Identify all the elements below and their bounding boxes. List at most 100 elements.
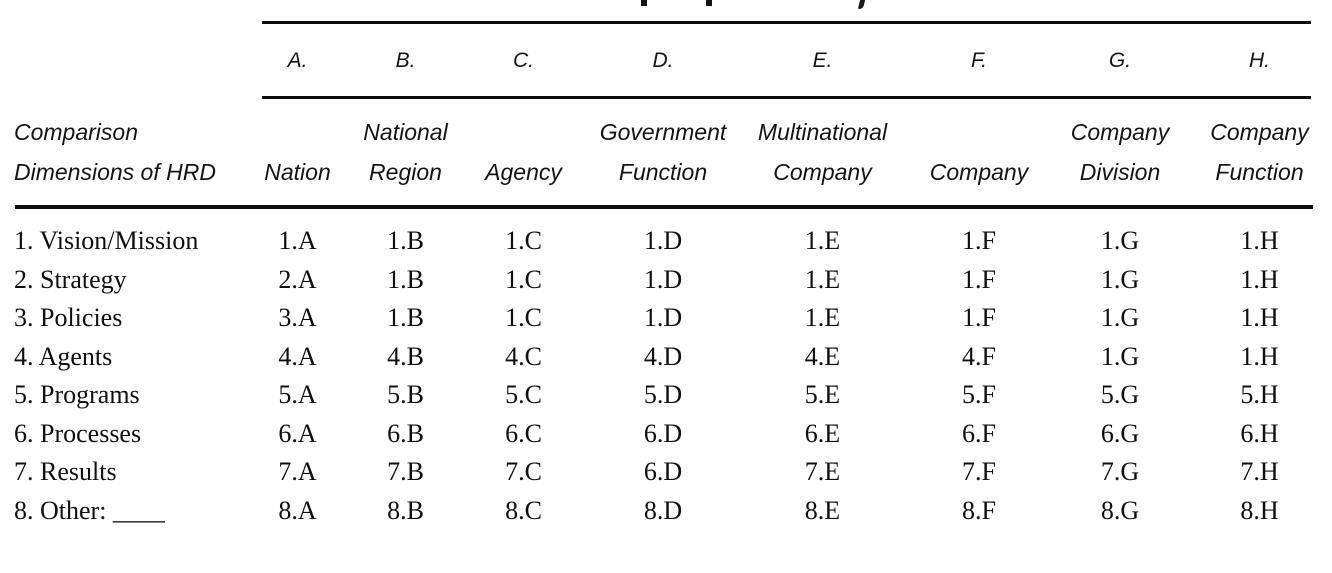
table-cell: 7.B (387, 457, 424, 487)
row-label-vision-mission: 1. Vision/Mission (14, 226, 199, 256)
column-letter-c: C. (513, 49, 534, 72)
table-cell: 5.F (962, 380, 996, 410)
column-header-company: Company (905, 108, 1053, 192)
row-label-other: 8. Other: ____ (14, 495, 165, 525)
table-cell: 1.G (1100, 341, 1140, 371)
row-label-strategy: 2. Strategy (14, 264, 127, 294)
header-line: Nation (264, 159, 331, 185)
table-cell: 4.D (643, 341, 683, 371)
table-cell: 1.A (278, 226, 317, 256)
table-cell: 7.A (278, 457, 317, 487)
column-letter-e: E. (812, 49, 833, 72)
table-cell: 4.E (804, 341, 841, 371)
table-cell: 1.F (962, 303, 996, 333)
table-cell: 1.B (387, 226, 424, 256)
table-cell: 6.E (804, 418, 841, 448)
row-label-policies: 3. Policies (14, 303, 123, 333)
table-cell: 7.G (1100, 457, 1140, 487)
header-line: Agency (485, 159, 562, 185)
column-header-national-region: National Region (350, 108, 461, 192)
table-body: 1. Vision/Mission 1.A 1.B 1.C 1.D 1.E 1.… (0, 222, 1332, 530)
table-cell: 5.A (278, 380, 317, 410)
row-dimension-title: Comparison Dimensions of HRD (0, 108, 245, 192)
table-cell: 6.G (1100, 418, 1140, 448)
row-label-programs: 5. Programs (14, 380, 140, 410)
table-cell: 1.H (1240, 341, 1279, 371)
header-line: National (363, 119, 448, 145)
table-cell: 5.B (387, 380, 424, 410)
column-header-government-function: Government Function (586, 108, 740, 192)
table-cell: 8.C (505, 495, 542, 525)
corner-spacer (0, 44, 245, 78)
table-cell: 1.H (1240, 303, 1279, 333)
table-cell: 5.D (643, 380, 683, 410)
column-letter-b: B. (395, 49, 416, 72)
column-letter-h: H. (1249, 49, 1270, 72)
header-line: Company (773, 159, 872, 185)
table-cell: 1.D (643, 264, 683, 294)
table-cell: 6.H (1240, 418, 1279, 448)
table-cell: 1.G (1100, 303, 1140, 333)
table-cell: 4.B (387, 341, 424, 371)
column-letter-f: F. (971, 49, 987, 72)
table-cell: 7.F (962, 457, 996, 487)
table-cell: 3.A (278, 303, 317, 333)
table-cell: 1.E (804, 226, 841, 256)
table-rule-middle (262, 96, 1311, 99)
column-letters-row: A. B. C. D. E. F. G. H. (0, 44, 1332, 78)
table-cell: 2.A (278, 264, 317, 294)
row-label-agents: 4. Agents (14, 341, 113, 371)
table-cell: 1.D (643, 303, 683, 333)
header-line: Company (1070, 119, 1170, 145)
table-cell: 1.C (505, 264, 542, 294)
table-cell: 6.D (643, 418, 683, 448)
table-cell: 8.E (804, 495, 841, 525)
table-cell: 1.H (1240, 264, 1279, 294)
table-cell: 5.C (505, 380, 542, 410)
table-rule-top (262, 21, 1311, 24)
header-line: Function (618, 159, 708, 185)
column-header-multinational-company: Multinational Company (740, 108, 905, 192)
table-cell: 8.B (387, 495, 424, 525)
table-cell: 8.F (962, 495, 996, 525)
header-line: Region (369, 159, 442, 185)
table-cell: 5.H (1240, 380, 1279, 410)
table-cell: 4.A (278, 341, 317, 371)
table-cell: 7.H (1240, 457, 1279, 487)
table-cell: 7.C (505, 457, 542, 487)
table-cell: 4.F (962, 341, 996, 371)
row-dimension-title-line1: Comparison (14, 119, 138, 145)
table-cell: 4.C (505, 341, 542, 371)
column-letter-d: D. (652, 49, 674, 72)
row-label-results: 7. Results (14, 457, 117, 487)
header-line: Multinational (757, 119, 888, 145)
table-cell: 5.G (1100, 380, 1140, 410)
table-cell: 1.D (643, 226, 683, 256)
table-rule-header (15, 205, 1313, 209)
table-cell: 1.F (962, 226, 996, 256)
row-label-processes: 6. Processes (14, 418, 142, 448)
table-cell: 1.G (1100, 264, 1140, 294)
column-header-company-division: Company Division (1053, 108, 1187, 192)
table-cell: 1.C (505, 226, 542, 256)
header-line: Company (1210, 119, 1309, 145)
table-cell: 8.A (278, 495, 317, 525)
cropped-caption-fragment (706, 0, 712, 6)
table-cell: 1.E (804, 303, 841, 333)
table-cell: 6.C (505, 418, 542, 448)
table-cell: 5.E (804, 380, 841, 410)
header-line: Division (1079, 159, 1161, 185)
column-letter-g: G. (1108, 49, 1132, 72)
header-line: Function (1215, 159, 1304, 185)
column-header-company-function: Company Function (1187, 108, 1332, 192)
column-headers-row: Comparison Dimensions of HRD Nation Nati… (0, 108, 1332, 192)
table-cell: 1.B (387, 303, 424, 333)
table-cell: 1.G (1100, 226, 1140, 256)
column-header-agency: Agency (461, 108, 586, 192)
row-dimension-title-line2: Dimensions of HRD (14, 159, 216, 185)
table-cell: 1.H (1240, 226, 1279, 256)
table-cell: 6.D (643, 457, 683, 487)
cropped-caption-fragment (857, 0, 866, 9)
header-line: Company (929, 159, 1029, 185)
table-cell: 6.A (278, 418, 317, 448)
